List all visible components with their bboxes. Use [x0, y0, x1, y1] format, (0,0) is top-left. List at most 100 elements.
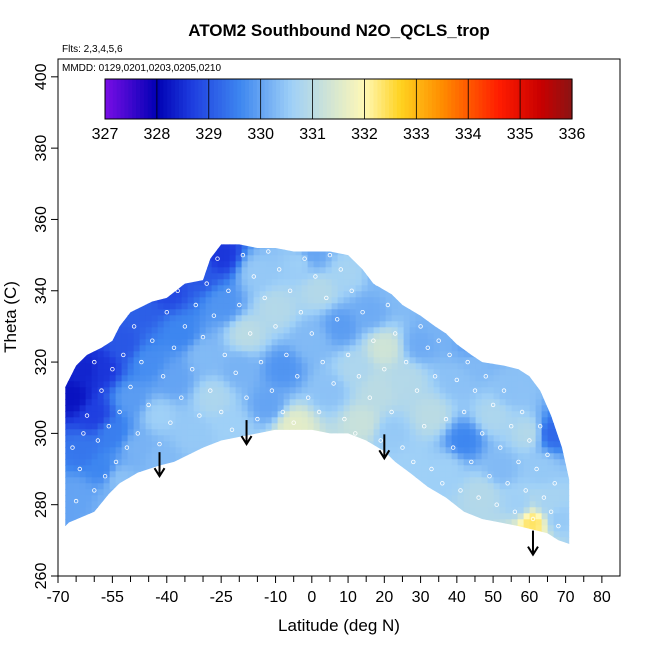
heatmap-cell	[169, 291, 177, 298]
heatmap-cell	[97, 315, 105, 322]
heatmap-cell	[253, 321, 261, 328]
heatmap-cell	[385, 543, 393, 544]
heatmap-cell	[121, 483, 129, 490]
heatmap-cell	[127, 279, 135, 286]
heatmap-cell	[199, 255, 207, 262]
heatmap-cell	[205, 345, 213, 352]
heatmap-cell	[355, 279, 363, 286]
heatmap-cell	[103, 447, 111, 454]
heatmap-cell	[163, 531, 171, 538]
heatmap-cell	[265, 489, 273, 496]
heatmap-cell	[427, 303, 435, 310]
heatmap-cell	[121, 399, 129, 406]
sample-point	[208, 388, 213, 393]
heatmap-cell	[439, 459, 447, 466]
heatmap-cell	[572, 273, 579, 280]
heatmap-cell	[445, 525, 453, 532]
heatmap-cell	[469, 465, 477, 472]
heatmap-cell	[499, 351, 507, 358]
heatmap-cell	[541, 285, 549, 292]
heatmap-cell	[499, 345, 507, 352]
heatmap-cell	[223, 537, 231, 544]
heatmap-cell	[415, 249, 423, 256]
heatmap-cell	[277, 255, 285, 262]
heatmap-cell	[253, 381, 261, 388]
heatmap-cell	[67, 543, 75, 544]
heatmap-cell	[283, 381, 291, 388]
heatmap-cell	[355, 441, 363, 448]
heatmap-cell	[169, 483, 177, 490]
colorbar-segment	[112, 79, 118, 119]
heatmap-cell	[433, 333, 441, 340]
heatmap-cell	[313, 525, 321, 532]
heatmap-cell	[121, 531, 129, 538]
heatmap-cell	[283, 453, 291, 460]
heatmap-cell	[331, 495, 339, 502]
heatmap-cell	[409, 447, 417, 454]
heatmap-cell	[499, 339, 507, 346]
heatmap-cell	[325, 423, 333, 430]
heatmap-cell	[523, 327, 531, 334]
heatmap-cell	[499, 441, 507, 448]
heatmap-cell	[211, 465, 219, 472]
heatmap-cell	[193, 375, 201, 382]
heatmap-cell	[565, 327, 570, 334]
heatmap-cell	[523, 411, 531, 418]
heatmap-cell	[139, 519, 147, 526]
heatmap-cell	[169, 363, 177, 370]
heatmap-cell	[433, 291, 441, 298]
heatmap-cell	[511, 339, 519, 346]
heatmap-cell	[91, 435, 99, 442]
heatmap-cell	[187, 531, 195, 538]
heatmap-cell	[523, 351, 531, 358]
heatmap-cell	[187, 459, 195, 466]
heatmap-cell	[163, 249, 171, 256]
heatmap-cell	[505, 333, 513, 340]
heatmap-cell	[427, 537, 435, 544]
heatmap-cell	[361, 381, 369, 388]
heatmap-cell	[307, 273, 315, 280]
x-tick-label: -10	[264, 589, 287, 606]
heatmap-cell	[511, 273, 519, 280]
heatmap-cell	[97, 345, 105, 352]
heatmap-cell	[235, 459, 243, 466]
heatmap-cell	[157, 255, 165, 262]
heatmap-cell	[187, 315, 195, 322]
heatmap-cell	[379, 495, 387, 502]
heatmap-cell	[199, 459, 207, 466]
heatmap-cell	[373, 429, 381, 436]
heatmap-cell	[181, 423, 189, 430]
heatmap-cell	[523, 321, 531, 328]
heatmap-cell	[223, 459, 231, 466]
heatmap-cell	[325, 309, 333, 316]
heatmap-cell	[541, 303, 549, 310]
heatmap-cell	[373, 477, 381, 484]
heatmap-cell	[259, 255, 267, 262]
heatmap-cell	[475, 507, 483, 514]
heatmap-cell	[163, 429, 171, 436]
heatmap-cell	[385, 255, 393, 262]
heatmap-cell	[283, 369, 291, 376]
heatmap-cell	[451, 501, 459, 508]
heatmap-cell	[475, 351, 483, 358]
heatmap-cell	[541, 273, 549, 280]
colorbar-segment	[350, 79, 355, 119]
heatmap-cell	[235, 244, 243, 250]
heatmap-cell	[217, 519, 225, 526]
heatmap-cell	[434, 549, 441, 556]
heatmap-cell	[200, 237, 207, 244]
heatmap-cell	[331, 255, 339, 262]
heatmap-cell	[397, 345, 405, 352]
heatmap-cell	[97, 249, 105, 256]
heatmap-cell	[115, 447, 123, 454]
heatmap-cell	[421, 267, 429, 274]
heatmap-cell	[451, 447, 459, 454]
heatmap-cell	[283, 417, 291, 424]
heatmap-cell	[259, 531, 267, 538]
heatmap-cell	[463, 297, 471, 304]
heatmap-cell	[283, 351, 291, 358]
heatmap-cell	[427, 447, 435, 454]
heatmap-cell	[553, 315, 561, 322]
heatmap-cell	[427, 387, 435, 394]
heatmap-cell	[163, 375, 171, 382]
